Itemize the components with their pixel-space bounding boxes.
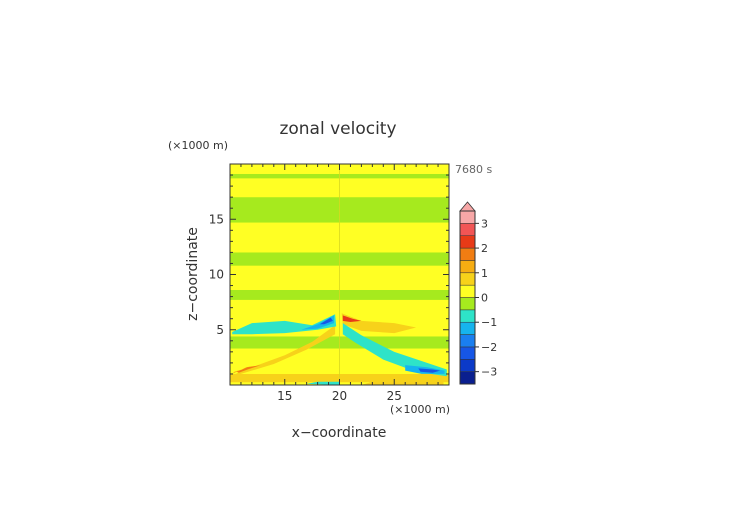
colorbar-swatch [459,309,476,323]
contour-feature [232,314,337,335]
plot-area [230,164,449,385]
x-ticks: 15 20 25 [229,164,450,403]
contour-feature [230,325,336,379]
colorbar-tick-label: −2 [481,341,497,354]
contour-feature [342,323,447,377]
colorbar-tick-label: −1 [481,316,497,329]
chart-title: zonal velocity [279,119,396,139]
colorbar-tick-label: 2 [481,242,488,255]
colorbar-extend-arrow [459,201,476,212]
colorbar-swatch [459,346,476,360]
colorbar-tick-label: −3 [481,366,497,379]
y-tick-label: 5 [216,323,224,337]
y-ticks: 5 10 15 [209,163,449,386]
contour-feature [319,317,333,325]
colorbar-swatch [459,272,476,286]
y-tick-label: 15 [209,212,224,226]
y-tick-label: 10 [209,268,224,282]
colorbar-swatch [459,321,476,335]
colorbar-swatch [459,235,476,249]
x-axis-label: x−coordinate [292,425,387,441]
colorbar-swatch [459,297,476,311]
contour-feature [306,381,340,385]
colorbar-swatch [459,359,476,372]
colorbar-tick-label: 0 [481,292,488,305]
colorbar-swatch [459,247,476,261]
colorbar-swatch [459,334,476,348]
colorbar-swatch [459,284,476,298]
colorbar-swatch [459,210,476,224]
colorbar: 3 2 1 0 −1 −2 −3 [459,201,497,385]
y-units-label: (×1000 m) [168,139,228,152]
contour-feature [418,368,441,373]
colorbar-tick-label: 3 [481,217,488,230]
contour-feature [342,315,362,322]
colorbar-swatch [459,260,476,274]
colorbar-swatch [459,223,476,236]
time-label: 7680 s [455,163,492,176]
y-axis-label: z−coordinate [185,227,201,321]
x-tick-label: 20 [332,389,347,403]
contour-feature [236,365,261,373]
contour-feature [361,378,444,385]
x-tick-label: 15 [277,389,292,403]
colorbar-swatch [459,371,476,385]
x-units-label: (×1000 m) [390,403,450,416]
contour-feature [341,313,417,334]
colorbar-tick-label: 1 [481,267,488,280]
x-tick-label: 25 [387,389,402,403]
